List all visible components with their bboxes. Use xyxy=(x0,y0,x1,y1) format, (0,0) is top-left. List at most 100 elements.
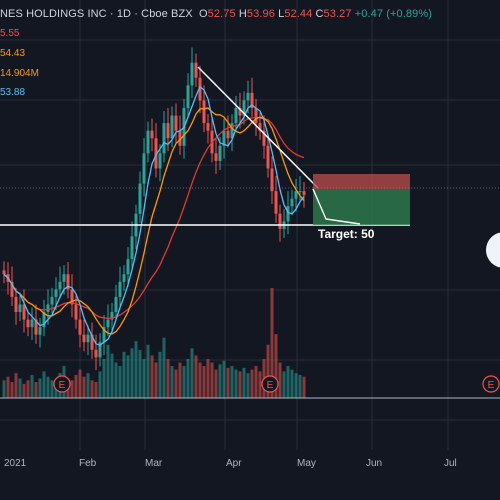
trend-line[interactable] xyxy=(197,66,319,189)
candle-body xyxy=(170,115,174,139)
volume-bar xyxy=(202,366,206,398)
candle-body xyxy=(26,319,30,328)
candle-body xyxy=(14,296,18,312)
candle-body xyxy=(274,191,278,214)
x-tick-label: 2021 xyxy=(4,458,27,469)
candle-body xyxy=(46,304,50,312)
scroll-to-realtime-button[interactable] xyxy=(486,232,500,268)
earnings-marker-label: E xyxy=(59,380,66,391)
candle-body xyxy=(222,130,226,146)
volume-bar xyxy=(246,373,250,398)
candle-body xyxy=(278,213,282,229)
candle-body xyxy=(94,349,98,358)
volume-bar xyxy=(90,380,94,398)
volume-bar xyxy=(22,383,26,398)
volume-bar xyxy=(238,371,242,398)
indicator-value-2: 54.43 xyxy=(0,48,26,59)
candle-body xyxy=(106,319,110,328)
target-label: Target: 50 xyxy=(318,227,375,241)
volume-bar xyxy=(206,358,210,398)
candle-body xyxy=(190,62,194,86)
candle-body xyxy=(238,108,242,116)
volume-bar xyxy=(218,364,222,398)
x-tick-label: Mar xyxy=(145,458,163,469)
volume-bar xyxy=(270,288,274,398)
volume-bar xyxy=(30,374,34,398)
volume-bar xyxy=(286,366,290,398)
candle-body xyxy=(86,334,90,343)
volume-bar xyxy=(2,380,6,398)
volume-bar xyxy=(210,362,214,398)
volume-bar xyxy=(106,344,110,398)
candle-body xyxy=(74,304,78,320)
change-value: +0.47 (+0.89%) xyxy=(354,8,432,20)
volume-bar xyxy=(122,351,126,398)
candle-body xyxy=(250,92,254,108)
volume-bar xyxy=(74,374,78,398)
volume-bar xyxy=(138,350,142,398)
volume-bar xyxy=(274,334,278,398)
volume-bar xyxy=(118,366,122,398)
candle-body xyxy=(10,281,14,297)
volume-bar xyxy=(86,373,90,398)
candle-body xyxy=(302,191,306,195)
candle-body xyxy=(150,130,154,139)
candle-body xyxy=(162,123,166,154)
volume-bar xyxy=(194,355,198,398)
volume-bar xyxy=(70,380,74,398)
candle-body xyxy=(258,123,262,131)
close-value: 53.27 xyxy=(323,8,352,20)
volume-bar xyxy=(34,382,38,398)
candle-body xyxy=(118,281,122,297)
candle-body xyxy=(186,85,190,108)
volume-bar xyxy=(46,376,50,398)
volume-bar xyxy=(254,366,258,398)
candle-body xyxy=(50,296,54,305)
volume-bar xyxy=(298,374,302,398)
volume-bar xyxy=(142,358,146,398)
interval[interactable]: 1D xyxy=(116,8,132,20)
candle-body xyxy=(38,327,42,335)
volume-bar xyxy=(126,355,130,398)
earnings-marker xyxy=(482,375,500,393)
volume-bar xyxy=(38,378,42,398)
candle-body xyxy=(122,274,126,282)
symbol-name: NES HOLDINGS INC xyxy=(0,8,107,20)
volume-bar xyxy=(42,371,46,398)
earnings-marker-label: E xyxy=(488,380,495,391)
volume-bar xyxy=(114,362,118,398)
candle-body xyxy=(98,342,102,358)
volume-bar xyxy=(158,351,162,398)
ma-slow-line xyxy=(3,116,305,320)
candle-body xyxy=(78,319,82,335)
volume-bar xyxy=(198,362,202,398)
candle-body xyxy=(254,108,258,124)
candle-body xyxy=(226,130,230,139)
candle-body xyxy=(242,100,246,116)
candle-body xyxy=(166,123,170,139)
x-tick-label: May xyxy=(297,458,316,469)
volume-bar xyxy=(110,353,114,398)
ma-mid-line xyxy=(3,107,305,335)
candle-body xyxy=(62,274,66,282)
candle-body xyxy=(126,259,130,275)
volume-bar xyxy=(154,362,158,398)
volume-bar xyxy=(26,380,30,398)
candle-body xyxy=(198,77,202,101)
volume-bar xyxy=(98,371,102,398)
high-value: 53.96 xyxy=(246,8,275,20)
volume-bar xyxy=(250,369,254,398)
candle-body xyxy=(294,191,298,199)
volume-bar xyxy=(102,358,106,398)
stop-zone[interactable] xyxy=(313,174,410,189)
volume-bar xyxy=(130,348,134,398)
volume-bar xyxy=(234,369,238,398)
volume-bar xyxy=(174,369,178,398)
candle-body xyxy=(158,153,162,169)
volume-bar xyxy=(226,367,230,398)
volume-bar xyxy=(214,369,218,398)
volume-bar xyxy=(18,378,22,398)
volume-bar xyxy=(78,369,82,398)
candle-body xyxy=(70,289,74,305)
